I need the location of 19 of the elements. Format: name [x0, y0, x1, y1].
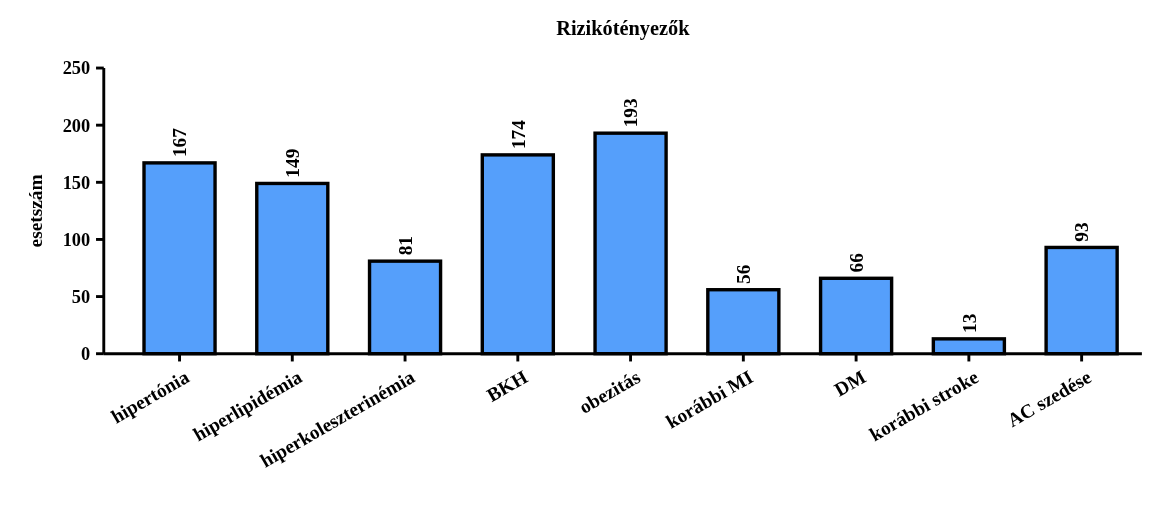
- data-label: 66: [845, 252, 867, 273]
- data-label: 167: [169, 127, 191, 158]
- y-tick-label: 150: [62, 172, 91, 193]
- data-label: 149: [282, 148, 304, 178]
- chart-title: Rizikótényezők: [556, 17, 691, 41]
- data-label: 56: [733, 264, 755, 284]
- y-tick-label: 0: [81, 344, 91, 365]
- x-tick-label: BKH: [483, 366, 531, 406]
- y-tick-label: 200: [62, 115, 91, 136]
- data-label: 13: [958, 313, 980, 334]
- data-label: 81: [394, 235, 416, 256]
- y-tick-label: 250: [62, 58, 91, 79]
- y-tick-label: 100: [62, 229, 91, 250]
- y-axis-title: esetszám: [24, 174, 46, 248]
- data-label: 174: [507, 119, 529, 150]
- data-label: 193: [620, 98, 642, 128]
- y-tick-label: 50: [71, 287, 91, 308]
- x-tick-label: DM: [830, 366, 870, 401]
- data-label: 93: [1071, 221, 1093, 242]
